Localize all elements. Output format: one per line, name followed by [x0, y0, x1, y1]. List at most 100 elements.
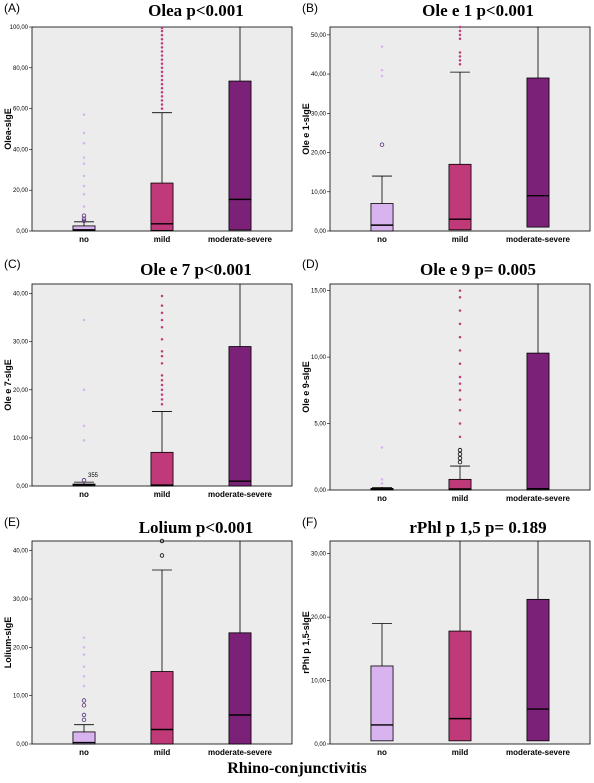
panel-d-y-tick-label: 10,00 [311, 355, 327, 361]
panel-b-y-tick-label: 20,00 [311, 151, 327, 157]
panel-a-label: (A) [4, 1, 20, 15]
panel-c-y-tick-label: 0,00 [16, 484, 28, 490]
panel-f-no-category-label: no [377, 748, 387, 757]
panel-c-mild-box [150, 451, 174, 487]
panel-a-no-extreme [82, 131, 86, 135]
panel-b-y-tick-label: 30,00 [311, 111, 327, 117]
panel-b-mild-category-label: mild [452, 235, 469, 244]
panel-d-no-extreme [380, 446, 384, 449]
panel-d-mild-extreme [458, 422, 462, 425]
panel-f-y-tick-label: 10,00 [311, 679, 327, 685]
panel-f-moderate-severe-box [526, 598, 550, 742]
panel-b-moderate-severe-category-label: moderate-severe [506, 235, 571, 244]
panel-a-mild-extreme [160, 50, 164, 53]
panel-c-y-tick-label: 30,00 [13, 340, 29, 346]
panel-d-no-extreme [380, 482, 384, 485]
panel-f-moderate-severe-category-label: moderate-severe [506, 748, 571, 757]
panel-f-y-axis-label: rPhl p 1,5-sIgE [301, 611, 311, 674]
panel-d-y-tick-label: 0,00 [314, 488, 326, 494]
panel-c-mild-extreme [160, 338, 164, 341]
panel-b-y-axis-label: Ole e 1-sIgE [301, 103, 311, 155]
panel-a-no-extreme [82, 205, 86, 208]
panel-a-mild-extreme [160, 33, 164, 37]
panel-e-y-axis-label: Lolium-sIgE [3, 617, 13, 669]
panel-d-mild-extreme [458, 295, 462, 299]
panel-a-mild-box [150, 182, 174, 231]
panel-a-mild-extreme [160, 95, 164, 98]
panel-a-no-extreme [82, 184, 86, 188]
panel-a-no-extreme [82, 174, 86, 178]
panel-a-moderate-severe-box [228, 80, 252, 231]
panel-a-title: Olea p<0.001 [148, 1, 244, 20]
panel-d-y-tick-label: 5,00 [314, 422, 326, 428]
panel-d-no-extreme [380, 478, 384, 481]
panel-c-y-tick-label: 20,00 [13, 388, 29, 394]
panel-a-no-extreme [82, 162, 86, 165]
panel-f-mild-category-label: mild [452, 748, 469, 757]
panel-a-no-outlier [81, 213, 87, 218]
panel-d-title: Ole e 9 p= 0.005 [420, 260, 536, 279]
panel-a-y-tick-label: 100,00 [10, 25, 29, 31]
panel-c-mild-extreme [160, 362, 164, 365]
panel-f-y-tick-label: 30,00 [311, 552, 327, 558]
panel-f-y-tick-label: 0,00 [314, 742, 326, 748]
panel-a-no-extreme [82, 156, 86, 159]
panel-d-mild-extreme [458, 362, 462, 366]
panel-a-mild-extreme [160, 74, 164, 78]
panel-e-title: Lolium p<0.001 [139, 518, 254, 537]
panel-d-mild-extreme [458, 322, 462, 326]
panel-b-y-tick-label: 0,00 [314, 229, 326, 235]
panel-e-no-outlier [81, 698, 87, 703]
panel-b-mild-box [448, 163, 472, 231]
panel-d-plot-area [329, 283, 591, 491]
panel-d-no-category-label: no [377, 494, 387, 503]
panel-e-y-tick-label: 0,00 [16, 742, 28, 748]
panel-c-moderate-severe-category-label: moderate-severe [208, 490, 273, 499]
panel-c-mild-extreme [160, 398, 164, 401]
panel-e-mild-outlier [159, 553, 165, 558]
panel-b-no-category-label: no [377, 235, 387, 244]
panel-a-y-tick-label: 20,00 [13, 188, 29, 194]
panel-d-moderate-severe-box [526, 352, 550, 491]
panel-a-no-box [72, 225, 96, 231]
panel-a-moderate-severe-category-label: moderate-severe [208, 235, 273, 244]
panel-d-mild-extreme [458, 382, 462, 385]
panel-c-mild-extreme [160, 354, 164, 358]
panel-e-no-outlier [81, 712, 87, 718]
panel-c-case-label: 355 [88, 473, 99, 479]
panel-b-mild-extreme [458, 51, 462, 54]
panel-b-mild-extreme [458, 33, 462, 37]
panel-c-title: Ole e 7 p<0.001 [140, 260, 252, 279]
panel-a-y-tick-label: 0,00 [16, 229, 28, 235]
panel-a-mild-extreme [160, 103, 164, 106]
panel-d-label: (D) [302, 257, 319, 271]
panel-d-y-tick-label: 15,00 [311, 289, 327, 295]
panel-a-no-outlier [81, 216, 87, 221]
panel-f-y-tick-label: 20,00 [311, 615, 327, 621]
panel-a-mild-extreme [160, 78, 164, 82]
panel-d-mild-extreme [458, 389, 462, 392]
panel-c-no-extreme [82, 318, 86, 322]
panel-e-moderate-severe-box [228, 632, 252, 745]
panel-a-mild-extreme [160, 26, 164, 30]
panel-d-mild-extreme [458, 398, 462, 401]
panel-d-mild-category-label: mild [452, 494, 469, 503]
panel-c-mild-extreme [160, 378, 164, 382]
panel-c-mild-extreme [160, 383, 164, 387]
panel-c-mild-extreme [160, 350, 164, 353]
panel-a-mild-extreme [160, 66, 164, 70]
panel-e-no-extreme [82, 675, 86, 678]
panel-e-no-extreme [82, 636, 86, 639]
panel-a-mild-extreme [160, 70, 164, 74]
panel-e-no-extreme [82, 684, 86, 688]
panel-c-no-outlier [81, 478, 87, 483]
panel-b-mild-extreme [458, 37, 462, 41]
panel-e-no-category-label: no [79, 748, 89, 757]
panel-e-no-extreme [82, 646, 86, 649]
panel-c-mild-extreme [160, 294, 164, 298]
panel-b-title: Ole e 1 p<0.001 [422, 1, 534, 20]
panel-a-y-axis-label: Olea-sIgE [3, 108, 13, 150]
panel-d-mild-extreme [458, 289, 462, 292]
panel-b-y-tick-label: 40,00 [311, 72, 327, 78]
panel-e-moderate-severe-category-label: moderate-severe [208, 748, 273, 757]
